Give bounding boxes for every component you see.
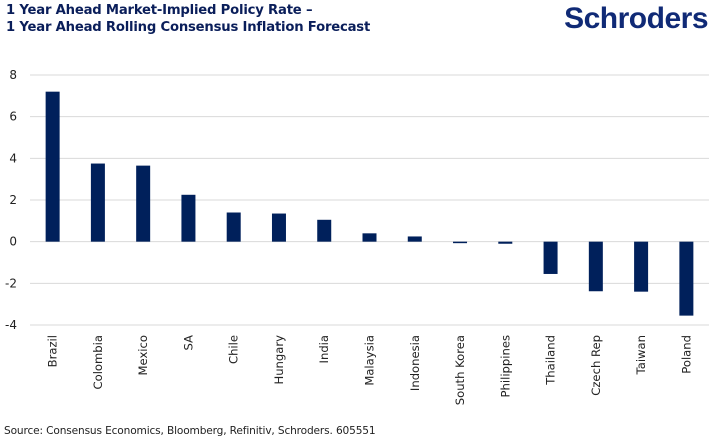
x-category-label: Brazil [46, 335, 60, 367]
bar-philippines [498, 241, 513, 244]
gridlines [30, 74, 709, 326]
x-category-label: Malaysia [363, 335, 377, 386]
source-note: Source: Consensus Economics, Bloomberg, … [4, 425, 376, 437]
x-category-label: Taiwan [634, 335, 648, 375]
x-category-label: South Korea [453, 335, 467, 405]
y-axis-ticks: 8 6 4 2 0 -2 -4 [5, 68, 17, 332]
x-category-label: Hungary [272, 335, 286, 385]
bar-brazil [45, 91, 60, 242]
bar-india [317, 219, 332, 242]
x-axis-categories: Brazil Colombia Mexico SA Chile Hungary India M… [46, 335, 694, 405]
x-category-label: Czech Rep [589, 335, 603, 396]
bar-south-korea [453, 241, 468, 244]
bar-poland [679, 241, 694, 316]
bar-thailand [543, 241, 558, 274]
bar-chile [226, 212, 241, 242]
bar-mexico [136, 165, 151, 242]
chart-title-line-2: 1 Year Ahead Rolling Consensus Inflation… [6, 20, 371, 35]
bar-czech-rep [588, 241, 603, 292]
x-category-label: Thailand [544, 335, 558, 386]
x-category-label: Indonesia [408, 335, 422, 391]
x-category-label: India [317, 335, 331, 363]
y-tick-label: 0 [9, 235, 17, 249]
y-tick-label: 4 [9, 151, 17, 165]
y-tick-label: -2 [5, 276, 17, 290]
chart-title-line-1: 1 Year Ahead Market-Implied Policy Rate … [6, 3, 313, 18]
x-category-label: SA [181, 335, 195, 351]
bar-sa [181, 194, 196, 242]
x-category-label: Colombia [91, 335, 105, 389]
y-tick-label: 6 [9, 110, 17, 124]
schroders-logo: Schroders [564, 2, 708, 35]
y-tick-label: 8 [9, 68, 17, 82]
y-tick-label: 2 [9, 193, 17, 207]
bar-chart: 8 6 4 2 0 -2 -4 Brazil Colombia Mexico SA Chile Hun… [5, 68, 709, 405]
chart-title: 1 Year Ahead Market-Implied Policy Rate … [6, 2, 370, 36]
bar-indonesia [407, 236, 422, 242]
bar-malaysia [362, 233, 377, 242]
x-category-label: Poland [679, 335, 693, 374]
x-category-label: Chile [227, 335, 241, 364]
bar-hungary [271, 213, 286, 242]
bar-colombia [90, 163, 105, 242]
bar-taiwan [634, 241, 649, 292]
bars [45, 91, 694, 316]
x-category-label: Mexico [136, 335, 150, 375]
x-category-label: Philippines [498, 335, 512, 397]
y-tick-label: -4 [5, 318, 17, 332]
